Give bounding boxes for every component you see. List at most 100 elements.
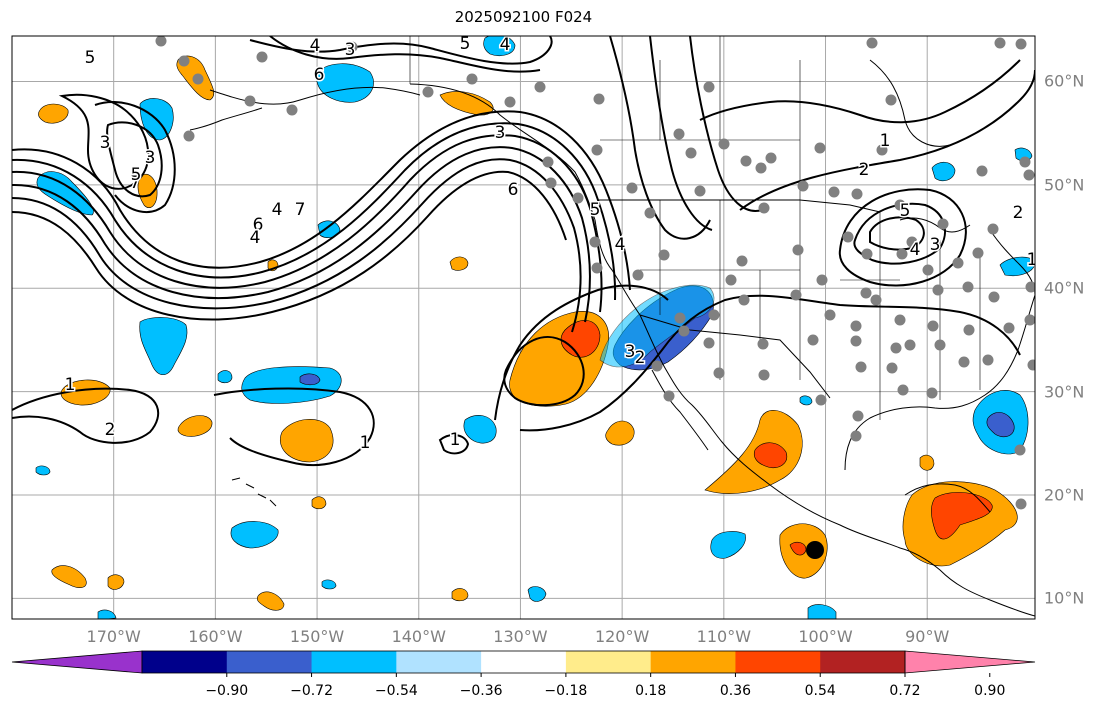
- station-dot: [814, 142, 826, 154]
- station-dot: [1003, 322, 1015, 334]
- contour-label: 4: [500, 35, 511, 55]
- station-dot: [542, 156, 554, 168]
- station-dot: [504, 96, 516, 108]
- colorbar: [11, 650, 1036, 677]
- station-dot: [589, 236, 601, 248]
- station-dot: [987, 223, 999, 235]
- contour-line: [494, 284, 669, 421]
- pos-anomaly-patch: [605, 420, 635, 446]
- station-dot: [632, 269, 644, 281]
- station-dot: [1025, 281, 1035, 293]
- station-dot: [1015, 498, 1027, 510]
- colorbar-tick-label: −0.36: [459, 683, 503, 699]
- station-dot: [897, 384, 909, 396]
- station-dot: [790, 289, 802, 301]
- pos-anomaly-patch: [38, 103, 69, 124]
- latitude-label: 60°N: [1044, 71, 1085, 91]
- contour-line: [213, 387, 375, 466]
- contour-label: 2: [635, 348, 646, 368]
- contour-line: [12, 110, 631, 291]
- pos-anomaly-patch: [51, 565, 87, 588]
- neg-anomaly-patch: [217, 370, 233, 384]
- station-dot: [876, 144, 888, 156]
- station-dot: [894, 314, 906, 326]
- baja-california: [651, 369, 709, 451]
- hudson-bay: [869, 59, 951, 147]
- neg-anomaly-patch: [483, 36, 516, 56]
- longitude-label: 90°W: [905, 627, 950, 646]
- station-dot: [545, 177, 557, 189]
- station-dot: [755, 162, 767, 174]
- contour-label: 3: [495, 123, 506, 143]
- colorbar-segment: [142, 651, 228, 673]
- contour-label: 4: [310, 36, 321, 56]
- colorbar-tick-label: 0.72: [889, 683, 921, 699]
- station-dot: [861, 248, 873, 260]
- station-dot: [1015, 38, 1027, 50]
- contour-label: 4: [250, 228, 261, 248]
- station-dot: [1023, 169, 1035, 181]
- station-dot: [1024, 314, 1035, 326]
- contour-line: [869, 216, 925, 251]
- contour-label: 2: [1013, 203, 1024, 223]
- contour-label: 1: [360, 433, 371, 453]
- station-dot: [890, 342, 902, 354]
- station-dot: [994, 37, 1006, 49]
- contour-line: [106, 121, 163, 198]
- latitude-label: 20°N: [1044, 485, 1085, 505]
- aleutians: [189, 107, 263, 131]
- station-dot: [192, 73, 204, 85]
- contour-line: [609, 36, 711, 240]
- contour-line: [649, 36, 713, 231]
- neg-anomaly-patch: [317, 220, 341, 239]
- neg-anomaly-core: [299, 373, 321, 386]
- colorbar-tick-label: 0.54: [804, 683, 836, 699]
- station-dot: [927, 320, 939, 332]
- station-dot: [958, 356, 970, 368]
- station-dot: [972, 247, 984, 259]
- colorbar-tick-label: −0.18: [544, 683, 588, 699]
- neg-anomaly-patch: [35, 465, 51, 476]
- station-dot: [962, 281, 974, 293]
- contour-line: [94, 101, 176, 213]
- station-dot: [852, 410, 864, 422]
- station-dot: [1014, 444, 1026, 456]
- contour-line: [519, 294, 1021, 432]
- contour-line: [12, 122, 617, 301]
- colorbar-tick-label: 0.36: [719, 683, 752, 699]
- neg-anomaly-patch: [316, 63, 374, 103]
- contour-label: 5: [590, 200, 601, 220]
- colorbar-tick-label: 0.18: [635, 683, 667, 699]
- colorbar-segment: [396, 651, 482, 673]
- contour-label: 5: [131, 165, 142, 185]
- station-dot: [757, 338, 769, 350]
- station-dot: [591, 144, 603, 156]
- pos-anomaly-patch: [919, 454, 935, 471]
- pos-anomaly-patch: [137, 174, 158, 209]
- pos-anomaly-core: [753, 442, 788, 469]
- longitude-label: 140°W: [391, 627, 446, 646]
- station-dot: [758, 202, 770, 214]
- station-dot: [740, 155, 752, 167]
- station-dot: [765, 152, 777, 164]
- pos-anomaly-core: [560, 320, 601, 358]
- location-marker: [806, 541, 824, 559]
- yucatan: [904, 483, 991, 513]
- latitude-label: 30°N: [1044, 382, 1085, 402]
- contour-line: [12, 387, 160, 444]
- station-dot: [932, 284, 944, 296]
- pos-anomaly-patch: [280, 419, 334, 463]
- colorbar-extend-low: [11, 650, 143, 674]
- contour-label: 4: [272, 200, 283, 220]
- contour-line: [249, 36, 553, 65]
- station-dot: [591, 262, 603, 274]
- station-dot: [866, 37, 878, 49]
- station-dot: [952, 257, 964, 269]
- station-dot: [896, 248, 908, 260]
- pos-anomaly-patch: [256, 591, 285, 611]
- anomaly-shading: [35, 36, 1035, 619]
- contour-line: [838, 188, 967, 287]
- station-dot: [807, 334, 819, 346]
